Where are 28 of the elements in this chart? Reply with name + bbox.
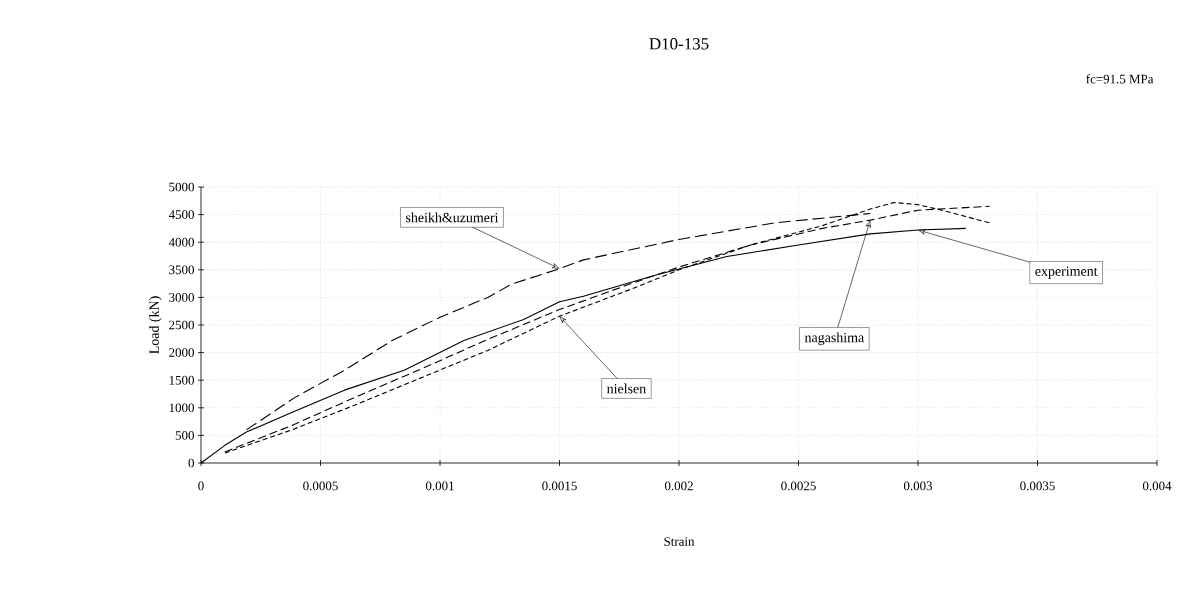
x-tick-label: 0.002	[664, 481, 693, 491]
x-tick-label: 0.0015	[542, 481, 577, 491]
y-tick-label: 1500	[169, 375, 194, 385]
x-tick-label: 0.0005	[303, 481, 338, 491]
text: sheikh&uzumeri	[406, 212, 499, 223]
text: fc=91.5 MPa	[1086, 74, 1154, 84]
text: nielsen	[606, 383, 646, 394]
y-tick-label: 5000	[169, 182, 194, 192]
chart-title: D10-135	[649, 38, 709, 50]
y-tick-label: 3500	[169, 265, 194, 275]
y-tick-label: 4000	[168, 237, 194, 247]
y-tick-label: 0	[188, 458, 194, 468]
x-tick-label: 0	[198, 481, 204, 491]
y-axis-title: Load (kN)	[149, 296, 162, 354]
x-tick-label: 0.003	[903, 481, 933, 491]
y-tick-label: 2000	[169, 348, 194, 357]
x-tick-label: 0.0025	[781, 481, 816, 491]
y-tick-label: 3000	[169, 293, 194, 302]
text: experiment	[1035, 266, 1098, 279]
y-tick-label: 4500	[168, 210, 194, 219]
x-tick-label: 0.0035	[1020, 481, 1055, 491]
text: nagashima	[804, 332, 864, 346]
y-tick-label: 1000	[169, 403, 194, 413]
x-axis-title: Strain	[664, 537, 695, 546]
y-tick-label: 2500	[169, 320, 194, 330]
x-tick-label: 0.004	[1142, 481, 1172, 491]
y-tick-label: 500	[175, 431, 194, 440]
x-tick-label: 0.001	[425, 481, 454, 491]
